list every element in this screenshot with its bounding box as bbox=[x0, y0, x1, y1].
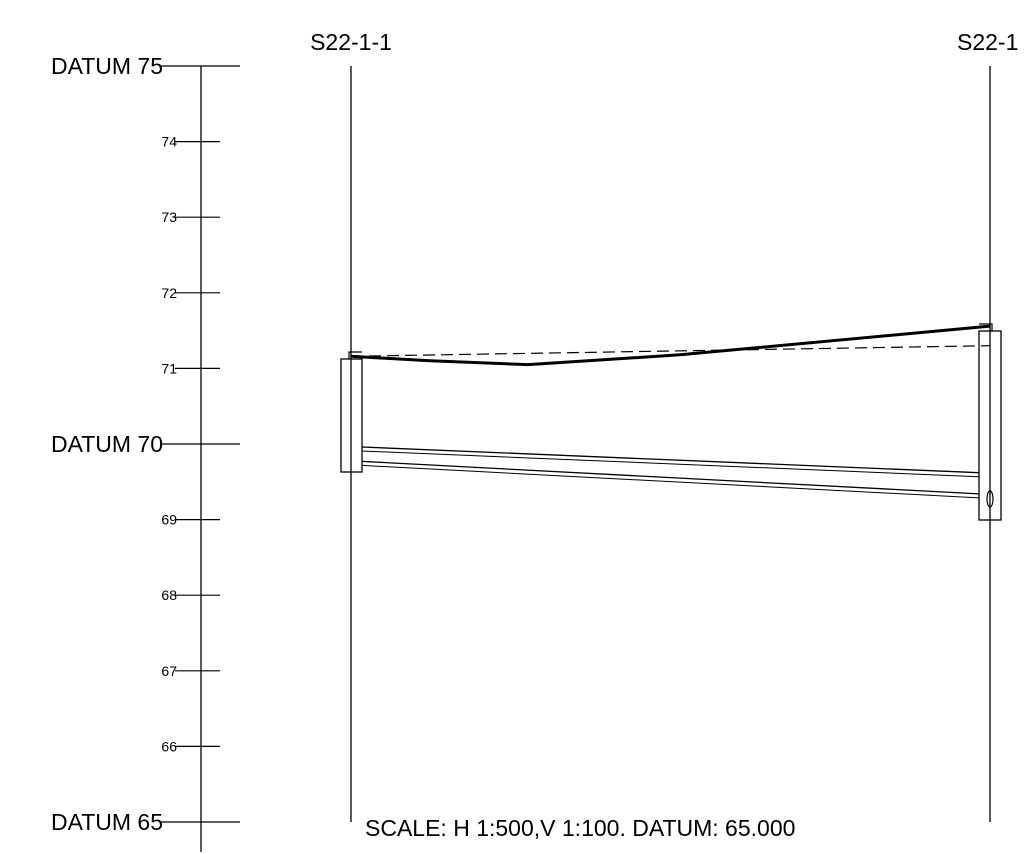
profile-lines bbox=[350, 324, 991, 499]
manhole-left: S22-1-1 bbox=[310, 29, 392, 822]
pipe-invert-line bbox=[361, 460, 980, 495]
manhole-left-chamber bbox=[340, 358, 363, 473]
datum-label: DATUM 75 bbox=[51, 53, 163, 79]
pipe-top-line bbox=[361, 446, 980, 474]
pipe-invert-inner-line bbox=[361, 464, 980, 499]
level-axis-labels: DATUM 75 DATUM 70 DATUM 65 74 73 72 71 69 68 67 66 bbox=[51, 53, 177, 835]
manhole-left-label: S22-1-1 bbox=[310, 29, 392, 55]
level-tick-label: 73 bbox=[161, 209, 177, 225]
pipe-top-inner-line bbox=[361, 450, 980, 478]
level-tick-label: 68 bbox=[161, 587, 177, 603]
scale-note: SCALE: H 1:500,V 1:100. DATUM: 65.000 bbox=[365, 815, 795, 841]
manhole-right-cover bbox=[979, 323, 993, 331]
level-tick-label: 72 bbox=[161, 285, 177, 301]
level-axis: DATUM 75 DATUM 70 DATUM 65 74 73 72 71 69 68 67 66 bbox=[51, 53, 240, 852]
design-level-line bbox=[350, 345, 991, 357]
manhole-right: S22-1 bbox=[957, 29, 1018, 822]
manhole-right-label: S22-1 bbox=[957, 29, 1018, 55]
ground-line bbox=[350, 324, 991, 367]
manhole-right-outlet bbox=[986, 490, 994, 508]
level-axis-ticks bbox=[160, 65, 240, 823]
level-tick-label: 69 bbox=[161, 512, 177, 528]
manhole-left-cover bbox=[348, 351, 362, 359]
datum-label: DATUM 65 bbox=[51, 809, 163, 835]
level-tick-label: 67 bbox=[161, 663, 177, 679]
level-tick-label: 71 bbox=[161, 360, 177, 376]
level-tick-label: 74 bbox=[161, 134, 177, 150]
datum-label: DATUM 70 bbox=[51, 431, 163, 457]
manhole-right-chamber bbox=[978, 330, 1002, 521]
level-tick-label: 66 bbox=[161, 738, 177, 754]
